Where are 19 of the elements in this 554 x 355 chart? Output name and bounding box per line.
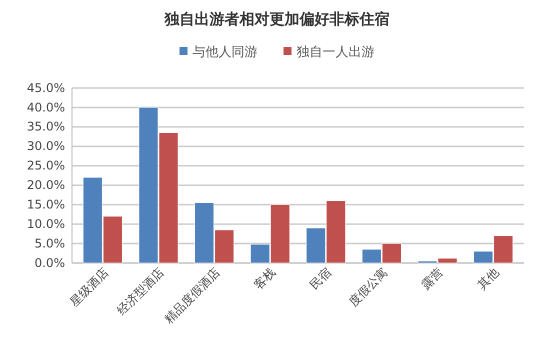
x-tick-label: 客栈	[251, 265, 278, 292]
y-tick-label: 15.0%	[26, 198, 65, 212]
legend-label: 独自一人出游	[296, 45, 374, 60]
x-tick-label: 露营	[418, 265, 446, 292]
x-tick-label: 度假公寓	[346, 265, 390, 310]
y-tick-label: 30.0%	[26, 139, 65, 154]
x-tick-label: 星级酒店	[67, 265, 111, 310]
y-tick-label: 45.0%	[26, 80, 65, 95]
y-tick-label: 35.0%	[26, 120, 65, 134]
y-tick-label: 40.0%	[26, 100, 65, 114]
x-tick-label: 其他	[474, 265, 502, 292]
y-tick-label: 5.0%	[34, 236, 65, 250]
chart-title: 独自出游者相对更加偏好非标住宿	[164, 10, 390, 28]
y-tick-label: 25.0%	[26, 158, 65, 173]
y-tick-label: 20.0%	[26, 178, 65, 192]
x-tick-label: 民宿	[307, 265, 334, 292]
legend-label: 与他人同游	[192, 45, 258, 60]
y-tick-label: 0.0%	[34, 256, 65, 270]
y-tick-label: 10.0%	[26, 216, 65, 231]
